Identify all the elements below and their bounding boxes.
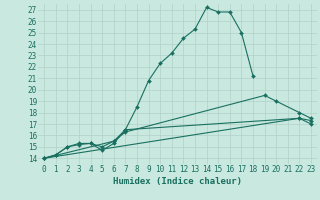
X-axis label: Humidex (Indice chaleur): Humidex (Indice chaleur) xyxy=(113,177,242,186)
